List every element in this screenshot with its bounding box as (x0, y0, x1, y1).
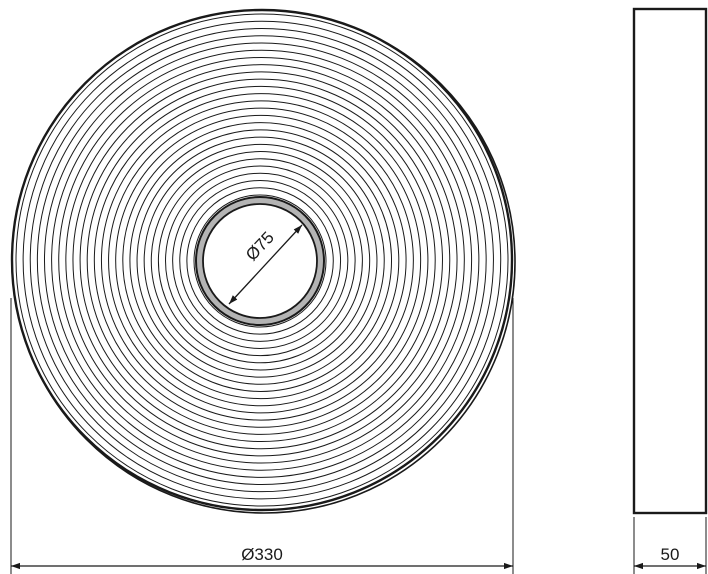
tape-winding-ring (65, 64, 458, 457)
tape-winding-ring (179, 180, 342, 342)
tape-winding-ring (122, 122, 400, 400)
tape-winding-ring (15, 13, 509, 507)
tape-winding-ring (22, 20, 502, 500)
tape-winding-ring (29, 27, 494, 493)
tape-winding-ring (58, 56, 465, 464)
tape-winding-ring (36, 35, 487, 486)
outer-diameter-label: Ø330 (241, 545, 283, 564)
tape-winding-ring (108, 107, 414, 414)
tape-winding-ring (115, 114, 407, 407)
tape-winding-ring (79, 78, 443, 443)
front-view: Ø75 (10, 8, 516, 514)
tape-winding-ring (136, 136, 385, 385)
tape-winding-ring (86, 85, 436, 435)
tape-winding-ring (172, 172, 349, 349)
tape-winding-ring (93, 93, 429, 428)
outer-diameter-dimension: Ø330 (10, 298, 514, 574)
tape-winding-ring (186, 187, 334, 335)
tape-winding-ring (100, 100, 422, 421)
tape-winding-ring (72, 71, 451, 450)
width-label: 50 (661, 545, 680, 564)
tape-winding-ring (157, 158, 363, 364)
side-view: 50 (632, 7, 708, 574)
tape-winding-ring (165, 165, 356, 357)
tape-winding-ring (143, 143, 378, 378)
tape-winding-ring (150, 151, 371, 371)
tape-winding-ring (193, 194, 327, 328)
tape-winding-ring (43, 42, 480, 478)
core-bore (202, 203, 318, 319)
tape-winding-ring (51, 49, 473, 471)
tape-winding-ring (129, 129, 393, 392)
inner-diameter-dimension-line (228, 224, 303, 305)
roll-side-outline (632, 7, 708, 515)
tape-windings (15, 13, 509, 507)
